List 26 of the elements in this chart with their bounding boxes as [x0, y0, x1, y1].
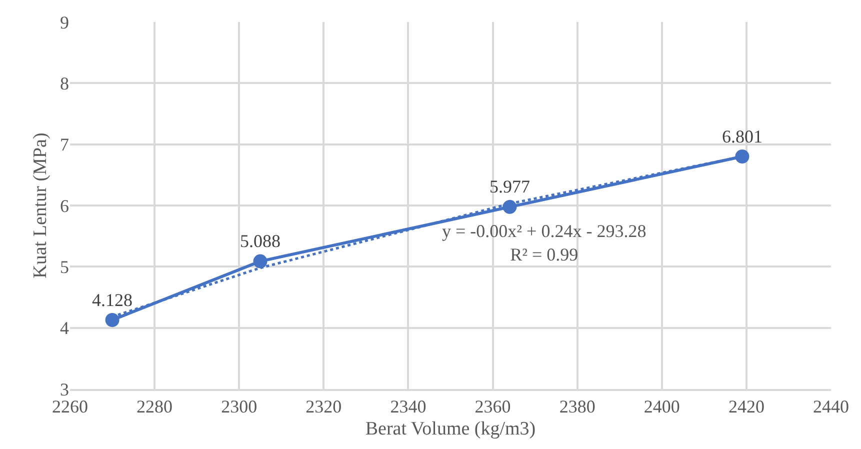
data-label: 6.801 [722, 126, 762, 146]
point [105, 313, 120, 327]
x-tick-label: 2400 [644, 396, 680, 416]
y-tick-label: 7 [60, 134, 69, 155]
annotation: y = -0.00x² + 0.24x - 293.28 R² = 0.99 [442, 221, 646, 264]
x-tick-label: 2320 [306, 396, 342, 416]
x-axis-title: Berat Volume (kg/m3) [365, 418, 536, 440]
data-label: 4.128 [92, 290, 133, 310]
x-tick-label: 2360 [474, 396, 511, 416]
x-tick-label: 2340 [390, 396, 426, 416]
point [253, 254, 268, 268]
y-tick-label: 5 [60, 256, 69, 277]
point [735, 150, 750, 164]
x-tick-label: 2280 [136, 396, 173, 416]
x-tick-label: 2380 [559, 396, 596, 416]
y-axis-title: Kuat Lentur (MPa) [30, 132, 51, 278]
x-tick-label: 2420 [728, 396, 764, 416]
y-tick-label: 8 [60, 73, 69, 94]
point [502, 200, 517, 214]
data-label: 5.977 [489, 176, 530, 197]
y-tick-label: 9 [60, 12, 69, 32]
x-tick-label: 2440 [813, 396, 849, 416]
y-tick-label: 6 [60, 196, 69, 216]
y-tick-label: 4 [60, 318, 69, 338]
x-tick-label: 2300 [221, 396, 258, 416]
data-label: 5.088 [240, 231, 280, 252]
